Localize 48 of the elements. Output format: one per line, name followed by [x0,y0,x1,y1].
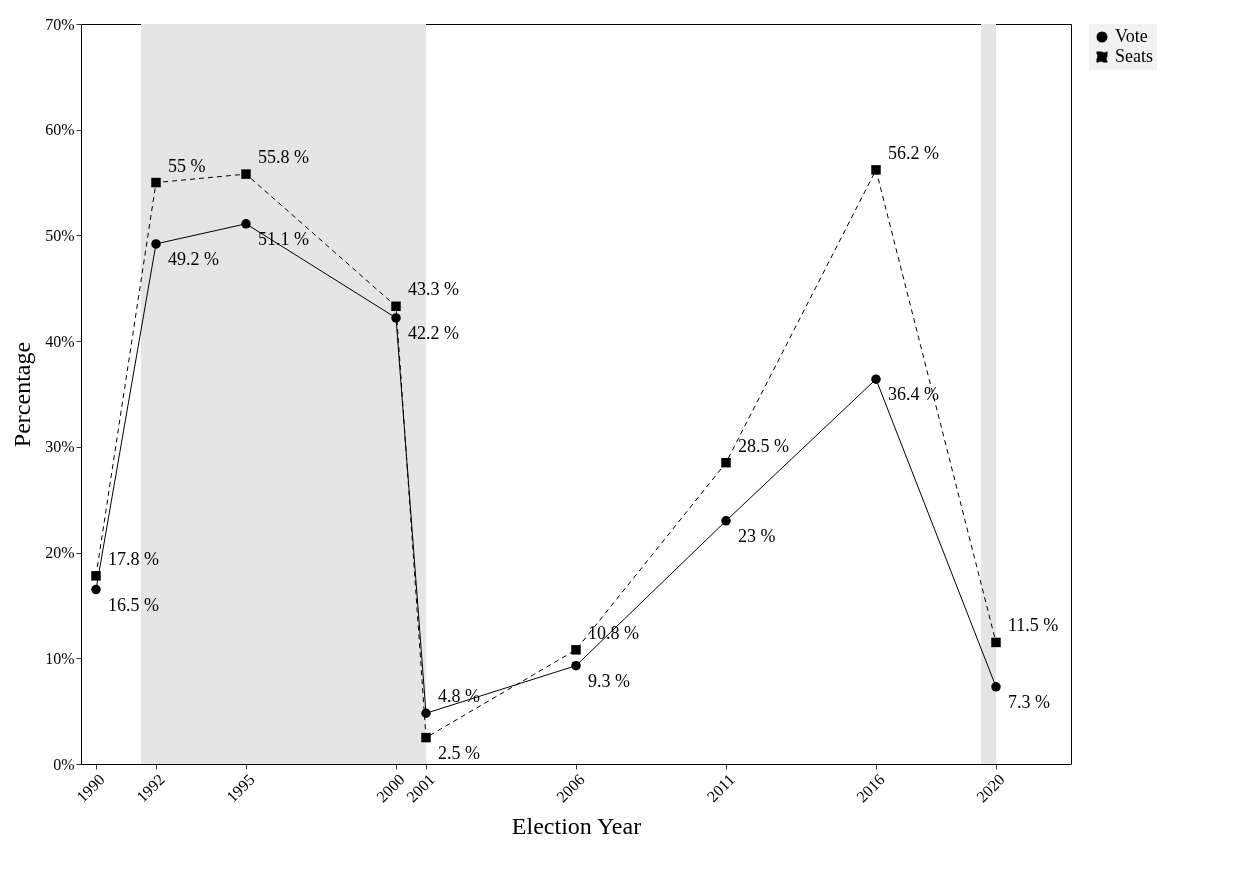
data-label: 9.3 % [588,670,630,691]
y-tick-label: 20% [45,544,75,562]
y-tick-label: 30% [45,438,75,456]
data-label: 36.4 % [888,384,939,405]
data-label: 23 % [738,525,776,546]
legend-label: Seats [1115,46,1153,66]
data-label: 17.8 % [108,548,159,569]
point [421,732,431,743]
x-tick-label: 1992 [133,770,168,806]
y-tick-label: 60% [45,121,75,139]
data-label: 43.3 % [408,279,459,300]
data-label: 2.5 % [438,742,480,763]
point [91,584,101,595]
point [571,660,581,671]
data-label: 11.5 % [1008,615,1059,636]
legend-label: Vote [1115,26,1148,46]
point [421,708,431,718]
point [151,239,161,249]
y-tick-label: 10% [45,649,75,667]
point [871,374,881,384]
x-tick-label: 2011 [703,770,738,806]
point [391,301,401,311]
point [991,682,1001,692]
point [91,571,101,581]
data-label: 7.3 % [1008,691,1050,712]
y-tick-label: 40% [45,332,75,350]
point [241,169,251,179]
point [571,645,581,655]
x-tick-label: 1990 [73,770,108,806]
data-label: 55.8 % [258,147,309,168]
y-axis-title: Percentage [9,341,36,448]
data-label: 56.2 % [888,142,939,163]
data-label: 55 % [168,155,206,176]
point [991,637,1001,648]
point [151,177,161,188]
y-tick-label: 0% [53,755,75,773]
y-tick-label: 70% [45,15,75,33]
data-label: 16.5 % [108,594,159,615]
y-tick-label: 50% [45,226,75,244]
point [721,516,731,526]
data-label: 49.2 % [168,248,219,269]
x-axis-title: Election Year [511,813,642,840]
point [871,165,881,175]
point [391,313,401,323]
point [241,219,251,229]
data-label: 28.5 % [738,435,789,456]
data-label: 42.2 % [408,322,459,343]
point [721,457,731,468]
